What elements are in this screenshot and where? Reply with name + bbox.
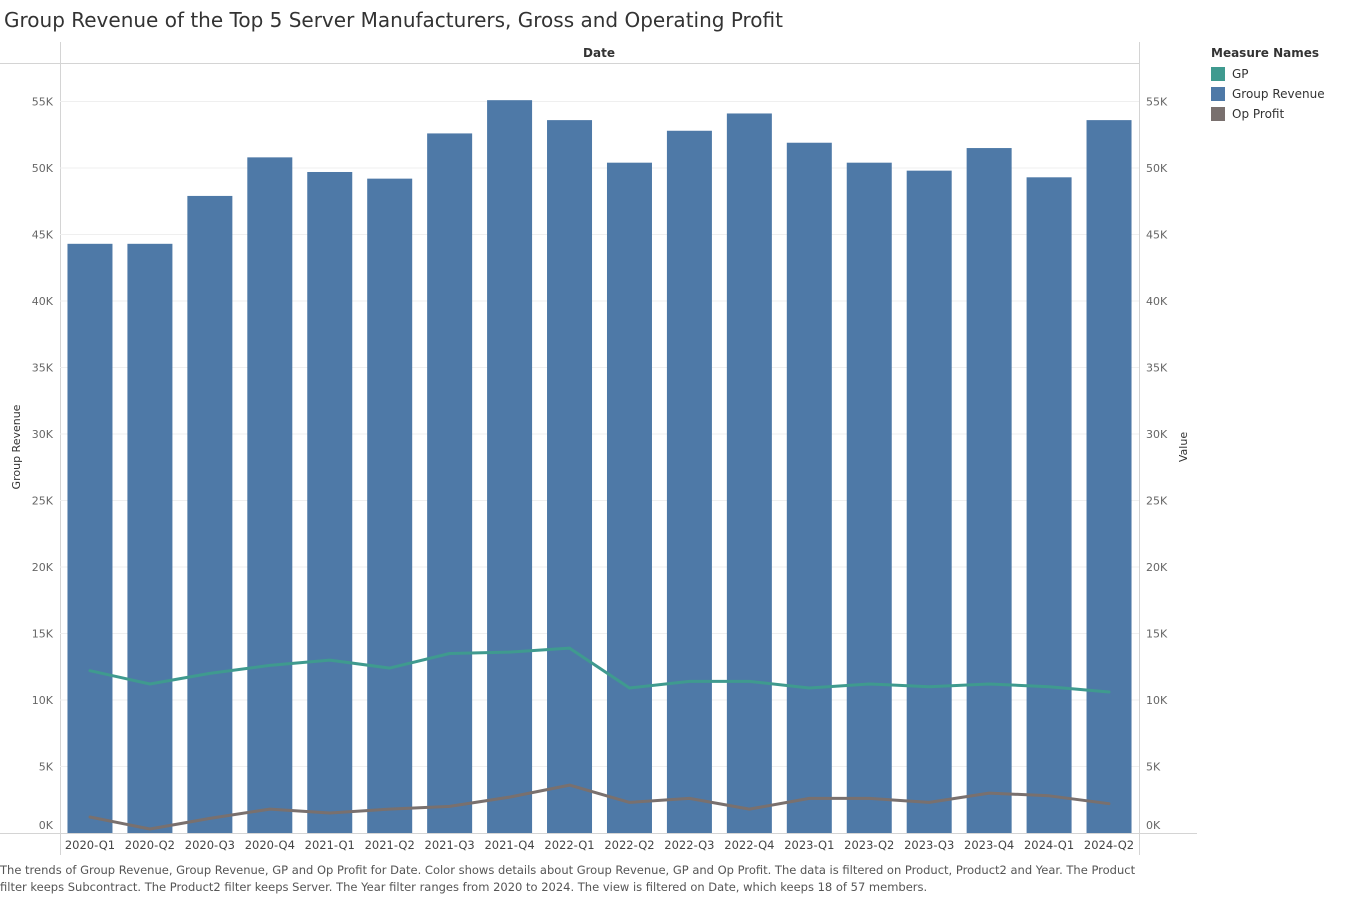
y2-tick-label: 25K <box>1146 495 1168 508</box>
chart-area: Date Group Revenue Value 0K 0K 5K 5K 10K 10K 1… <box>0 42 1197 855</box>
legend-label-op-profit: Op Profit <box>1232 107 1285 121</box>
y-tick-label: 30K <box>32 428 54 441</box>
y-tick-label: 25K <box>32 495 54 508</box>
line-gp[interactable] <box>88 646 1111 694</box>
bar-group-revenue[interactable] <box>67 243 113 833</box>
bar-group-revenue[interactable] <box>846 162 892 833</box>
y2-tick-label: 5K <box>1146 761 1161 774</box>
y2-tick-label: 45K <box>1146 229 1168 242</box>
y2-axis-label: Value <box>1177 432 1190 462</box>
bar-group-revenue[interactable] <box>187 195 233 833</box>
x-tick-label: 2020-Q1 <box>65 838 115 852</box>
y2-tick-label: 40K <box>1146 295 1168 308</box>
bar-group-revenue[interactable] <box>547 120 593 834</box>
legend-swatch-op-profit <box>1211 107 1225 121</box>
line-op-profit[interactable] <box>88 783 1111 831</box>
y2-tick-label: 30K <box>1146 428 1168 441</box>
legend-swatch-group-revenue <box>1211 87 1225 101</box>
x-tick-label: 2024-Q2 <box>1084 838 1134 852</box>
bar-group-revenue[interactable] <box>966 148 1012 834</box>
y-tick-label: 35K <box>32 362 54 375</box>
x-tick-label: 2020-Q3 <box>185 838 235 852</box>
x-tick-label: 2021-Q2 <box>365 838 415 852</box>
y-tick-label: 20K <box>32 561 54 574</box>
y-tick-label: 0K <box>39 819 54 832</box>
x-tick-label: 2022-Q1 <box>544 838 594 852</box>
chart-title: Group Revenue of the Top 5 Server Manufa… <box>4 8 783 32</box>
legend-swatch-gp <box>1211 67 1225 81</box>
x-tick-label: 2022-Q3 <box>664 838 714 852</box>
bar-group-revenue[interactable] <box>1026 177 1072 833</box>
bar-group-revenue[interactable] <box>307 171 353 834</box>
x-tick-label: 2021-Q3 <box>425 838 475 852</box>
x-tick-label: 2020-Q4 <box>245 838 295 852</box>
legend: Measure Names GP Group Revenue Op Profit <box>1211 46 1325 124</box>
x-tick-label: 2023-Q3 <box>904 838 954 852</box>
bar-group-revenue[interactable] <box>127 243 173 833</box>
bar-group-revenue[interactable] <box>427 133 473 834</box>
bar-group-revenue[interactable] <box>367 178 413 833</box>
x-axis-header: Date <box>583 46 615 60</box>
x-tick-label: 2022-Q2 <box>604 838 654 852</box>
bar-group-revenue[interactable] <box>726 113 772 834</box>
y-tick-label: 40K <box>32 295 54 308</box>
legend-item-group-revenue[interactable]: Group Revenue <box>1211 84 1325 104</box>
bar-group-revenue[interactable] <box>487 100 533 834</box>
y2-tick-label: 0K <box>1146 819 1161 832</box>
x-tick-label: 2022-Q4 <box>724 838 774 852</box>
bar-group-revenue[interactable] <box>1086 120 1132 834</box>
legend-item-gp[interactable]: GP <box>1211 64 1325 84</box>
y2-tick-label: 20K <box>1146 561 1168 574</box>
x-tick-label: 2021-Q4 <box>484 838 534 852</box>
y2-tick-label: 55K <box>1146 96 1168 109</box>
y-tick-label: 10K <box>32 694 54 707</box>
y-axis-label: Group Revenue <box>10 404 23 489</box>
x-tick-label: 2020-Q2 <box>125 838 175 852</box>
x-tick-label: 2023-Q2 <box>844 838 894 852</box>
bar-group-revenue[interactable] <box>906 170 952 833</box>
y-tick-label: 15K <box>32 628 54 641</box>
legend-title: Measure Names <box>1211 46 1320 60</box>
y-tick-label: 55K <box>32 96 54 109</box>
bar-group-revenue[interactable] <box>786 142 832 834</box>
x-tick-label: 2023-Q4 <box>964 838 1014 852</box>
y2-tick-label: 15K <box>1146 628 1168 641</box>
y2-tick-label: 10K <box>1146 694 1168 707</box>
legend-label-group-revenue: Group Revenue <box>1232 87 1325 101</box>
y2-tick-label: 35K <box>1146 362 1168 375</box>
bar-group-revenue[interactable] <box>666 130 712 833</box>
y-tick-label: 45K <box>32 229 54 242</box>
chart-caption: The trends of Group Revenue, Group Reven… <box>0 863 1136 894</box>
legend-label-gp: GP <box>1232 67 1249 81</box>
y-tick-label: 5K <box>39 761 54 774</box>
x-tick-label: 2024-Q1 <box>1024 838 1074 852</box>
y-tick-label: 50K <box>32 162 54 175</box>
bar-group-revenue[interactable] <box>606 162 652 833</box>
legend-item-op-profit[interactable]: Op Profit <box>1211 104 1325 124</box>
y2-tick-label: 50K <box>1146 162 1168 175</box>
bar-group-revenue[interactable] <box>247 157 293 834</box>
x-tick-label: 2023-Q1 <box>784 838 834 852</box>
x-tick-label: 2021-Q1 <box>305 838 355 852</box>
